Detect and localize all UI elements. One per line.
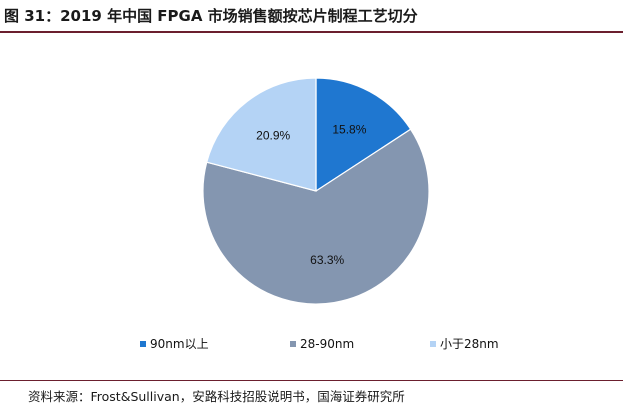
pie-chart: 15.8% 63.3% 20.9% 90nm以上 28-90nm 小于28nm [0, 33, 623, 373]
pie-slice-0 [315, 77, 412, 193]
pie-slice-1 [202, 128, 430, 305]
data-label-2: 20.9% [256, 129, 290, 143]
pie-slice-2 [205, 77, 317, 192]
legend-swatch-0 [140, 341, 146, 347]
pie-chart-svg: 15.8% 63.3% 20.9% 90nm以上 28-90nm 小于28nm [140, 77, 499, 351]
legend-swatch-2 [430, 341, 436, 347]
legend-item-2: 小于28nm [430, 337, 499, 351]
legend-item-1: 28-90nm [290, 337, 354, 351]
pie-slices [202, 77, 430, 305]
title-bar: 图 31：2019 年中国 FPGA 市场销售额按芯片制程工艺切分 [0, 0, 623, 32]
legend-swatch-1 [290, 341, 296, 347]
title-divider [0, 31, 623, 33]
legend-label-2: 小于28nm [440, 337, 499, 351]
data-label-1: 63.3% [310, 253, 344, 267]
source-divider [0, 380, 623, 381]
source-note: 资料来源：Frost&Sullivan，安路科技招股说明书，国海证券研究所 [28, 389, 405, 404]
legend-label-1: 28-90nm [300, 337, 354, 351]
data-label-0: 15.8% [332, 122, 366, 136]
chart-title: 图 31：2019 年中国 FPGA 市场销售额按芯片制程工艺切分 [4, 7, 418, 25]
legend-label-0: 90nm以上 [150, 337, 209, 351]
legend-item-0: 90nm以上 [140, 337, 209, 351]
legend: 90nm以上 28-90nm 小于28nm [140, 337, 499, 351]
pie-data-labels: 15.8% 63.3% 20.9% [256, 122, 367, 267]
